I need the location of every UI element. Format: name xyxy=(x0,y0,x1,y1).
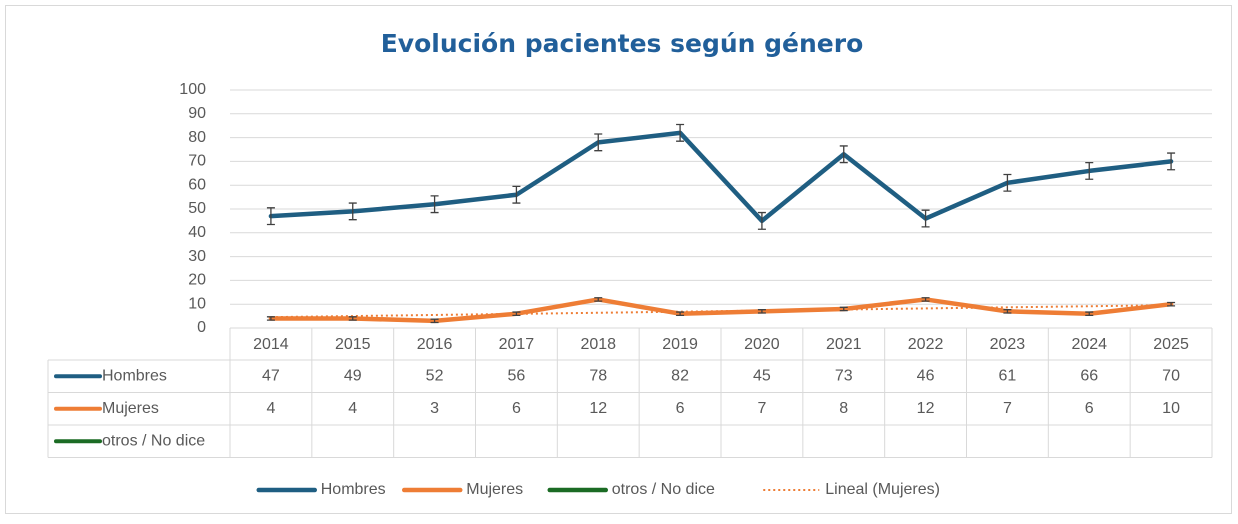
y-tick-label: 70 xyxy=(188,153,206,170)
table-cell: 56 xyxy=(508,367,526,384)
y-tick-label: 20 xyxy=(188,272,206,289)
x-tick-label: 2022 xyxy=(908,336,944,353)
table-cell: 12 xyxy=(589,400,607,417)
y-tick-label: 100 xyxy=(179,81,206,98)
table-cell: 47 xyxy=(262,367,280,384)
table-cell: 4 xyxy=(266,400,275,417)
error-bar xyxy=(512,311,521,317)
table-cell: 6 xyxy=(676,400,685,417)
series-line xyxy=(268,297,1174,324)
error-bar xyxy=(757,309,766,314)
table-row-label: otros / No dice xyxy=(102,432,205,449)
x-tick-label: 2017 xyxy=(499,336,535,353)
x-tick-label: 2023 xyxy=(990,336,1026,353)
x-tick-label: 2025 xyxy=(1153,336,1189,353)
table-cell: 82 xyxy=(671,367,689,384)
y-tick-label: 80 xyxy=(188,129,206,146)
error-bar xyxy=(676,311,685,317)
legend-label: Hombres xyxy=(321,481,386,498)
table-cell: 8 xyxy=(839,400,848,417)
error-bar xyxy=(921,297,930,302)
error-bar xyxy=(1167,152,1176,171)
error-bar xyxy=(430,195,439,214)
error-bar xyxy=(1085,311,1094,317)
error-bar xyxy=(921,209,930,228)
x-tick-label: 2015 xyxy=(335,336,371,353)
y-tick-label: 60 xyxy=(188,176,206,193)
y-tick-label: 30 xyxy=(188,248,206,265)
table-cell: 70 xyxy=(1162,367,1180,384)
table-cell: 3 xyxy=(430,400,439,417)
table-cell: 6 xyxy=(1085,400,1094,417)
error-bar xyxy=(839,306,848,312)
error-bar xyxy=(348,316,357,321)
series-line xyxy=(268,130,1174,224)
error-bar xyxy=(839,145,848,164)
x-tick-label: 2021 xyxy=(826,336,862,353)
table-cell: 49 xyxy=(344,367,362,384)
error-bar xyxy=(1167,301,1176,307)
x-tick-label: 2019 xyxy=(662,336,698,353)
table-cell: 7 xyxy=(757,400,766,417)
y-tick-label: 0 xyxy=(197,319,206,336)
error-bar xyxy=(594,133,603,152)
error-bar xyxy=(676,123,685,142)
error-bar xyxy=(1085,161,1094,180)
error-bar xyxy=(757,211,766,230)
error-bar xyxy=(266,207,275,226)
error-bar xyxy=(266,316,275,321)
table-cell: 61 xyxy=(999,367,1017,384)
table-cell: 78 xyxy=(589,367,607,384)
table-cell: 7 xyxy=(1003,400,1012,417)
chart-title: Evolución pacientes según género xyxy=(381,29,864,58)
y-tick-label: 10 xyxy=(188,295,206,312)
table-cell: 52 xyxy=(426,367,444,384)
table-row-label: Mujeres xyxy=(102,400,159,417)
x-tick-label: 2016 xyxy=(417,336,453,353)
table-cell: 4 xyxy=(348,400,357,417)
table-cell: 6 xyxy=(512,400,521,417)
x-tick-label: 2014 xyxy=(253,336,289,353)
error-bar xyxy=(348,202,357,221)
x-tick-label: 2024 xyxy=(1071,336,1107,353)
table-cell: 73 xyxy=(835,367,853,384)
table-cell: 45 xyxy=(753,367,771,384)
legend-label: otros / No dice xyxy=(612,481,715,498)
y-tick-label: 50 xyxy=(188,200,206,217)
table-cell: 66 xyxy=(1080,367,1098,384)
legend-label: Mujeres xyxy=(466,481,523,498)
table-cell: 12 xyxy=(917,400,935,417)
error-bar xyxy=(594,297,603,302)
y-tick-label: 90 xyxy=(188,105,206,122)
error-bar xyxy=(1003,309,1012,314)
error-bar xyxy=(430,318,439,324)
error-bar xyxy=(512,185,521,204)
x-tick-label: 2020 xyxy=(744,336,780,353)
table-row-label: Hombres xyxy=(102,367,167,384)
error-bar xyxy=(1003,173,1012,192)
x-tick-label: 2018 xyxy=(580,336,616,353)
y-tick-label: 40 xyxy=(188,224,206,241)
table-cell: 10 xyxy=(1162,400,1180,417)
legend-label: Lineal (Mujeres) xyxy=(825,481,940,498)
table-cell: 46 xyxy=(917,367,935,384)
